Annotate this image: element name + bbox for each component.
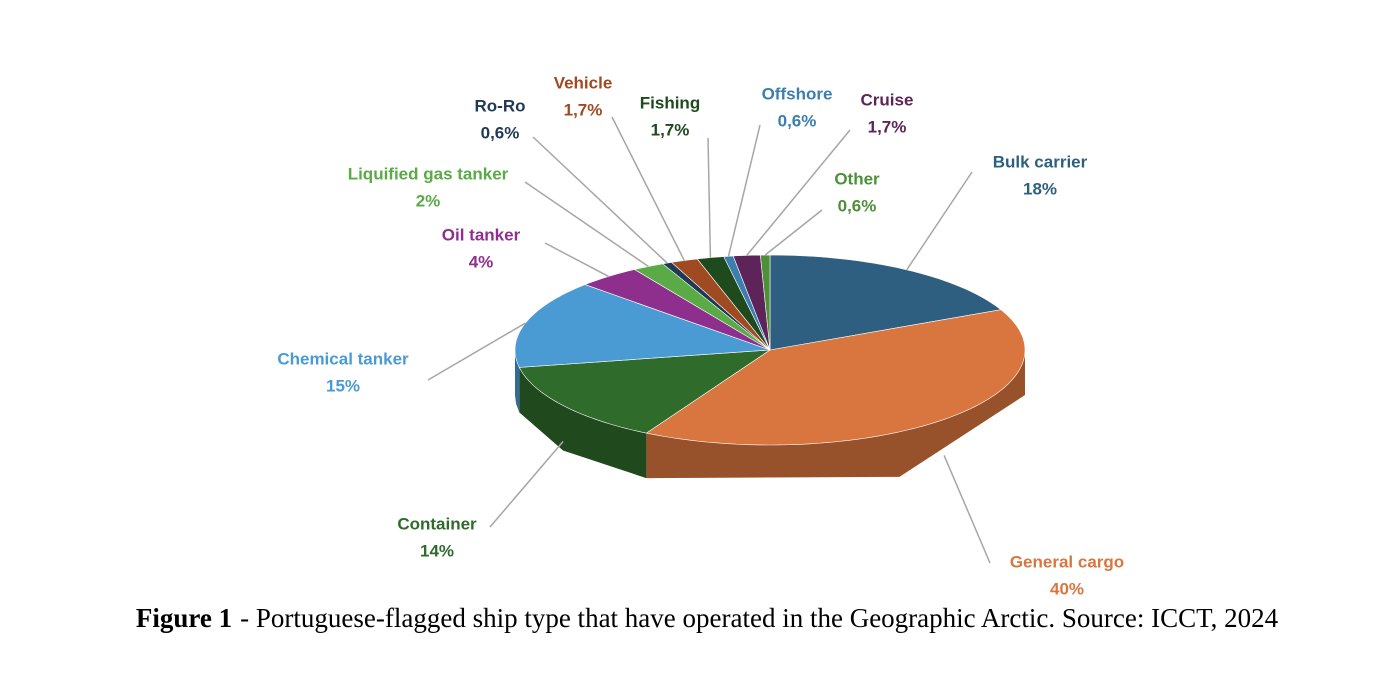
leader-line bbox=[727, 124, 761, 257]
category-label: Container bbox=[397, 514, 477, 533]
slice-side-shade bbox=[646, 350, 1025, 479]
slice bbox=[633, 263, 771, 351]
slice-side bbox=[646, 350, 1025, 479]
caption: Figure 1 - Portuguese-flagged ship type t… bbox=[136, 603, 1279, 633]
slice bbox=[645, 309, 1026, 446]
leader-line bbox=[943, 455, 991, 564]
leader-line bbox=[906, 171, 973, 271]
value-label: 0,6% bbox=[838, 196, 877, 215]
leader-line bbox=[707, 137, 712, 258]
value-label: 1,7% bbox=[564, 100, 603, 119]
value-label: 14% bbox=[420, 541, 454, 560]
value-label: 4% bbox=[469, 252, 494, 271]
slice bbox=[760, 254, 771, 351]
value-label: 40% bbox=[1050, 579, 1084, 598]
category-label: Cruise bbox=[861, 90, 914, 109]
caption-label: Figure 1 bbox=[136, 603, 232, 633]
category-label: Vehicle bbox=[554, 73, 613, 92]
leader-line bbox=[489, 441, 564, 528]
value-label: 1,7% bbox=[868, 117, 907, 136]
category-label: Other bbox=[834, 169, 880, 188]
category-label: Bulk carrier bbox=[993, 152, 1088, 171]
leader-line bbox=[524, 181, 649, 268]
slice bbox=[670, 258, 771, 351]
leader-line bbox=[544, 242, 609, 278]
category-label: General cargo bbox=[1010, 552, 1124, 571]
slice-side-shade bbox=[519, 367, 647, 479]
labels: Bulk carrier 18% General cargo 40% Container… bbox=[277, 73, 1124, 598]
category-label: Liquified gas tanker bbox=[348, 164, 509, 183]
category-label: Offshore bbox=[762, 84, 833, 103]
slice bbox=[584, 269, 771, 351]
category-label: Ro-Ro bbox=[475, 96, 526, 115]
category-label: Fishing bbox=[640, 93, 700, 112]
slice bbox=[769, 254, 1002, 351]
leader-line bbox=[427, 322, 526, 381]
pie bbox=[514, 254, 1026, 479]
leader-line bbox=[532, 136, 668, 264]
caption-text: - Portuguese-flagged ship type that have… bbox=[240, 603, 1278, 633]
leader-line bbox=[611, 116, 685, 261]
value-label: 18% bbox=[1023, 179, 1057, 198]
slice bbox=[518, 349, 772, 434]
value-label: 0,6% bbox=[778, 111, 817, 130]
leader-line bbox=[746, 129, 851, 256]
category-label: Chemical tanker bbox=[277, 349, 409, 368]
value-label: 2% bbox=[416, 191, 441, 210]
leader-line bbox=[764, 209, 823, 256]
value-label: 15% bbox=[326, 376, 360, 395]
value-label: 1,7% bbox=[651, 120, 690, 139]
slice-side bbox=[519, 367, 647, 479]
value-label: 0,6% bbox=[481, 123, 520, 142]
category-label: Oil tanker bbox=[442, 225, 521, 244]
